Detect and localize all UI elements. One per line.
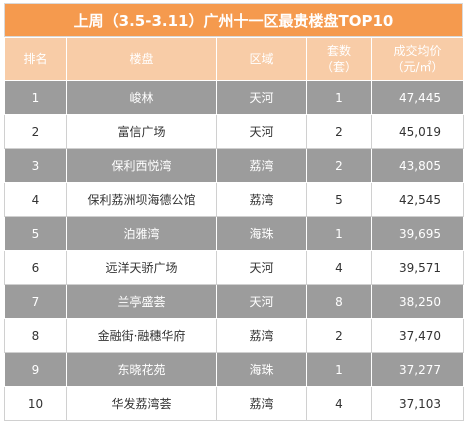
header-price: 成交均价 （元/㎡） [371,37,464,81]
cell-rank: 5 [4,216,67,251]
table-row: 7 兰亭盛荟 天河 8 38,250 [4,284,464,319]
cell-district: 荔湾 [216,148,307,183]
cell-name: 远洋天骄广场 [66,250,217,285]
header-rank: 排名 [4,37,67,81]
cell-rank: 8 [4,318,67,353]
header-sets-line2: （套） [320,60,357,74]
header-district: 区域 [216,37,307,81]
cell-rank: 2 [4,114,67,149]
cell-sets: 5 [306,182,372,217]
cell-name: 兰亭盛荟 [66,284,217,319]
table-row: 9 东晓花苑 海珠 1 37,277 [4,352,464,387]
cell-price: 45,019 [371,114,464,149]
cell-price: 42,545 [371,182,464,217]
ranking-table: 排名 楼盘 区域 套数 （套） 成交均价 （元/㎡） 1 峻林 天河 1 47,… [4,37,464,421]
cell-sets: 2 [306,114,372,149]
cell-rank: 6 [4,250,67,285]
table-row: 8 金融街·融穗华府 荔湾 2 37,470 [4,318,464,353]
cell-rank: 4 [4,182,67,217]
cell-name: 金融街·融穗华府 [66,318,217,353]
table-row: 1 峻林 天河 1 47,445 [4,80,464,115]
cell-district: 荔湾 [216,182,307,217]
cell-price: 38,250 [371,284,464,319]
cell-sets: 1 [306,80,372,115]
header-price-line1: 成交均价 [393,44,442,58]
cell-district: 天河 [216,284,307,319]
cell-price: 39,571 [371,250,464,285]
cell-sets: 1 [306,352,372,387]
table-row: 6 远洋天骄广场 天河 4 39,571 [4,250,464,285]
table-row: 3 保利西悦湾 荔湾 2 43,805 [4,148,464,183]
cell-district: 海珠 [216,352,307,387]
cell-district: 天河 [216,80,307,115]
cell-price: 47,445 [371,80,464,115]
cell-sets: 2 [306,148,372,183]
cell-name: 东晓花苑 [66,352,217,387]
cell-price: 43,805 [371,148,464,183]
ranking-table-container: 上周（3.5-3.11）广州十一区最贵楼盘TOP10 排名 楼盘 区域 套数 （… [4,3,464,421]
cell-rank: 3 [4,148,67,183]
table-title: 上周（3.5-3.11）广州十一区最贵楼盘TOP10 [4,3,463,37]
cell-district: 海珠 [216,216,307,251]
cell-district: 荔湾 [216,318,307,353]
cell-rank: 7 [4,284,67,319]
table-row: 2 富信广场 天河 2 45,019 [4,114,464,149]
table-row: 4 保利荔洲坝海德公馆 荔湾 5 42,545 [4,182,464,217]
cell-name: 富信广场 [66,114,217,149]
cell-sets: 2 [306,318,372,353]
header-sets-line1: 套数 [326,44,351,58]
header-price-line2: （元/㎡） [391,60,444,74]
cell-name: 保利西悦湾 [66,148,217,183]
cell-rank: 1 [4,80,67,115]
cell-sets: 4 [306,250,372,285]
table-row: 5 泊雅湾 海珠 1 39,695 [4,216,464,251]
header-sets: 套数 （套） [306,37,372,81]
cell-name: 峻林 [66,80,217,115]
cell-district: 天河 [216,114,307,149]
cell-rank: 9 [4,352,67,387]
table-header-row: 排名 楼盘 区域 套数 （套） 成交均价 （元/㎡） [4,37,464,81]
cell-sets: 1 [306,216,372,251]
header-name: 楼盘 [66,37,217,81]
cell-name: 泊雅湾 [66,216,217,251]
cell-name: 保利荔洲坝海德公馆 [66,182,217,217]
cell-price: 39,695 [371,216,464,251]
cell-price: 37,470 [371,318,464,353]
cell-sets: 8 [306,284,372,319]
cell-district: 天河 [216,250,307,285]
cell-price: 37,277 [371,352,464,387]
